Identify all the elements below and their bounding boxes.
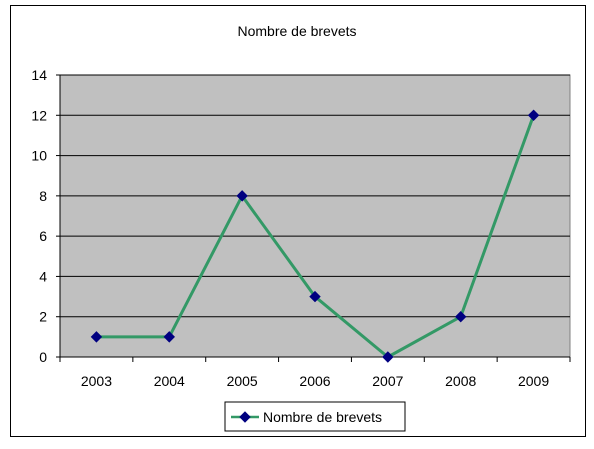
data-point-marker: [90, 331, 103, 343]
data-point-marker: [527, 109, 540, 121]
x-tick-label: 2005: [227, 373, 258, 389]
data-point-marker: [382, 351, 394, 363]
x-tick-label: 2007: [372, 373, 403, 389]
gridlines: [60, 74, 570, 318]
legend-marker-swatch: [239, 411, 251, 423]
x-tick-label: 2008: [445, 373, 476, 389]
axes: [56, 74, 571, 362]
y-tick-label: 0: [39, 349, 47, 365]
x-tick-label: 2006: [299, 373, 330, 389]
y-axis-tick-labels: 0 2 4 6 8 10 12 14: [31, 67, 47, 365]
y-tick-label: 6: [39, 228, 47, 244]
series-layer: [90, 109, 540, 363]
y-tick-label: 12: [31, 107, 47, 123]
legend: Nombre de brevets: [224, 401, 406, 432]
plot-area: [59, 74, 571, 358]
data-point-marker: [163, 331, 175, 343]
y-tick-label: 2: [39, 309, 47, 325]
x-axis-tick-labels: 2003 2004 2005 2006 2007 2008 2009: [81, 373, 550, 389]
y-tick-label: 4: [39, 268, 47, 284]
y-tick-label: 10: [31, 148, 47, 164]
data-point-marker: [236, 190, 248, 202]
x-tick-label: 2009: [518, 373, 549, 389]
chart-title: Nombre de brevets: [237, 23, 356, 39]
x-tick-label: 2003: [81, 373, 112, 389]
legend-label: Nombre de brevets: [263, 409, 382, 425]
y-tick-label: 8: [39, 188, 47, 204]
data-point-marker: [309, 290, 321, 303]
data-point-marker: [455, 311, 467, 323]
y-tick-label: 14: [31, 67, 47, 83]
x-tick-label: 2004: [154, 373, 185, 389]
